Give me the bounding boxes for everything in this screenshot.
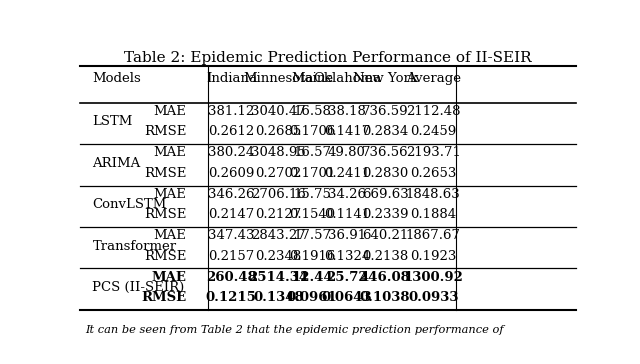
Text: Maine: Maine — [291, 72, 333, 85]
Text: 0.0961: 0.0961 — [287, 292, 337, 304]
Text: 1848.63: 1848.63 — [406, 188, 461, 201]
Text: 0.1701: 0.1701 — [289, 167, 335, 180]
Text: 0.2830: 0.2830 — [362, 167, 408, 180]
Text: MAE: MAE — [154, 146, 187, 159]
Text: PCS (II-SEIR): PCS (II-SEIR) — [92, 281, 185, 294]
Text: 0.1038: 0.1038 — [360, 292, 410, 304]
Text: 2706.16: 2706.16 — [251, 188, 306, 201]
Text: 38.18: 38.18 — [328, 105, 366, 118]
Text: Table 2: Epidemic Prediction Performance of II-SEIR: Table 2: Epidemic Prediction Performance… — [124, 51, 532, 65]
Text: 0.1916: 0.1916 — [289, 250, 335, 263]
Text: 0.1706: 0.1706 — [289, 126, 335, 138]
Text: MAE: MAE — [154, 105, 187, 118]
Text: MAE: MAE — [154, 229, 187, 242]
Text: 0.1884: 0.1884 — [410, 209, 456, 221]
Text: 0.2147: 0.2147 — [208, 209, 255, 221]
Text: 640.21: 640.21 — [362, 229, 408, 242]
Text: 0.1417: 0.1417 — [324, 126, 370, 138]
Text: 2112.48: 2112.48 — [406, 105, 460, 118]
Text: 347.43: 347.43 — [208, 229, 255, 242]
Text: RMSE: RMSE — [144, 250, 187, 263]
Text: 0.2127: 0.2127 — [255, 209, 301, 221]
Text: 346.26: 346.26 — [208, 188, 255, 201]
Text: 16.57: 16.57 — [293, 146, 331, 159]
Text: 381.12: 381.12 — [208, 105, 255, 118]
Text: 0.1141: 0.1141 — [324, 209, 370, 221]
Text: 3048.95: 3048.95 — [251, 146, 306, 159]
Text: 0.2653: 0.2653 — [410, 167, 456, 180]
Text: 0.1215: 0.1215 — [206, 292, 257, 304]
Text: 0.0643: 0.0643 — [321, 292, 372, 304]
Text: It can be seen from Table 2 that the epidemic prediction performance of: It can be seen from Table 2 that the epi… — [85, 325, 504, 335]
Text: 15.75: 15.75 — [293, 188, 331, 201]
Text: 0.2411: 0.2411 — [324, 167, 370, 180]
Text: 0.1348: 0.1348 — [253, 292, 304, 304]
Text: RMSE: RMSE — [141, 292, 187, 304]
Text: 380.24: 380.24 — [208, 146, 255, 159]
Text: 1300.92: 1300.92 — [403, 271, 463, 284]
Text: MAE: MAE — [154, 188, 187, 201]
Text: 12.44: 12.44 — [291, 271, 333, 284]
Text: 0.2685: 0.2685 — [255, 126, 301, 138]
Text: 1867.67: 1867.67 — [406, 229, 461, 242]
Text: 2843.27: 2843.27 — [251, 229, 306, 242]
Text: 0.2157: 0.2157 — [208, 250, 255, 263]
Text: 260.48: 260.48 — [206, 271, 257, 284]
Text: 0.2138: 0.2138 — [362, 250, 408, 263]
Text: RMSE: RMSE — [144, 167, 187, 180]
Text: 0.2612: 0.2612 — [208, 126, 255, 138]
Text: 0.2702: 0.2702 — [255, 167, 301, 180]
Text: 2193.71: 2193.71 — [406, 146, 461, 159]
Text: 0.2834: 0.2834 — [362, 126, 408, 138]
Text: Indiana: Indiana — [206, 72, 257, 85]
Text: Models: Models — [92, 72, 141, 85]
Text: Average: Average — [406, 72, 461, 85]
Text: 0.2609: 0.2609 — [208, 167, 255, 180]
Text: LSTM: LSTM — [92, 115, 132, 128]
Text: Oklahoma: Oklahoma — [313, 72, 381, 85]
Text: ARIMA: ARIMA — [92, 157, 141, 170]
Text: 0.2348: 0.2348 — [255, 250, 301, 263]
Text: 0.2339: 0.2339 — [362, 209, 408, 221]
Text: RMSE: RMSE — [144, 126, 187, 138]
Text: 0.1540: 0.1540 — [289, 209, 335, 221]
Text: 736.56: 736.56 — [362, 146, 408, 159]
Text: ConvLSTM: ConvLSTM — [92, 198, 167, 211]
Text: Minnesota: Minnesota — [243, 72, 314, 85]
Text: RMSE: RMSE — [144, 209, 187, 221]
Text: New York: New York — [353, 72, 417, 85]
Text: 16.58: 16.58 — [293, 105, 331, 118]
Text: 17.57: 17.57 — [293, 229, 331, 242]
Text: 0.2459: 0.2459 — [410, 126, 456, 138]
Text: MAE: MAE — [152, 271, 187, 284]
Text: 0.0933: 0.0933 — [408, 292, 458, 304]
Text: 736.59: 736.59 — [362, 105, 408, 118]
Text: Transformer: Transformer — [92, 240, 177, 253]
Text: 3040.47: 3040.47 — [251, 105, 306, 118]
Text: 446.08: 446.08 — [360, 271, 410, 284]
Text: 0.1923: 0.1923 — [410, 250, 456, 263]
Text: 0.1324: 0.1324 — [324, 250, 370, 263]
Text: 2514.34: 2514.34 — [248, 271, 308, 284]
Text: 25.72: 25.72 — [326, 271, 367, 284]
Text: 669.63: 669.63 — [362, 188, 408, 201]
Text: 36.91: 36.91 — [328, 229, 366, 242]
Text: 34.26: 34.26 — [328, 188, 366, 201]
Text: 49.80: 49.80 — [328, 146, 366, 159]
